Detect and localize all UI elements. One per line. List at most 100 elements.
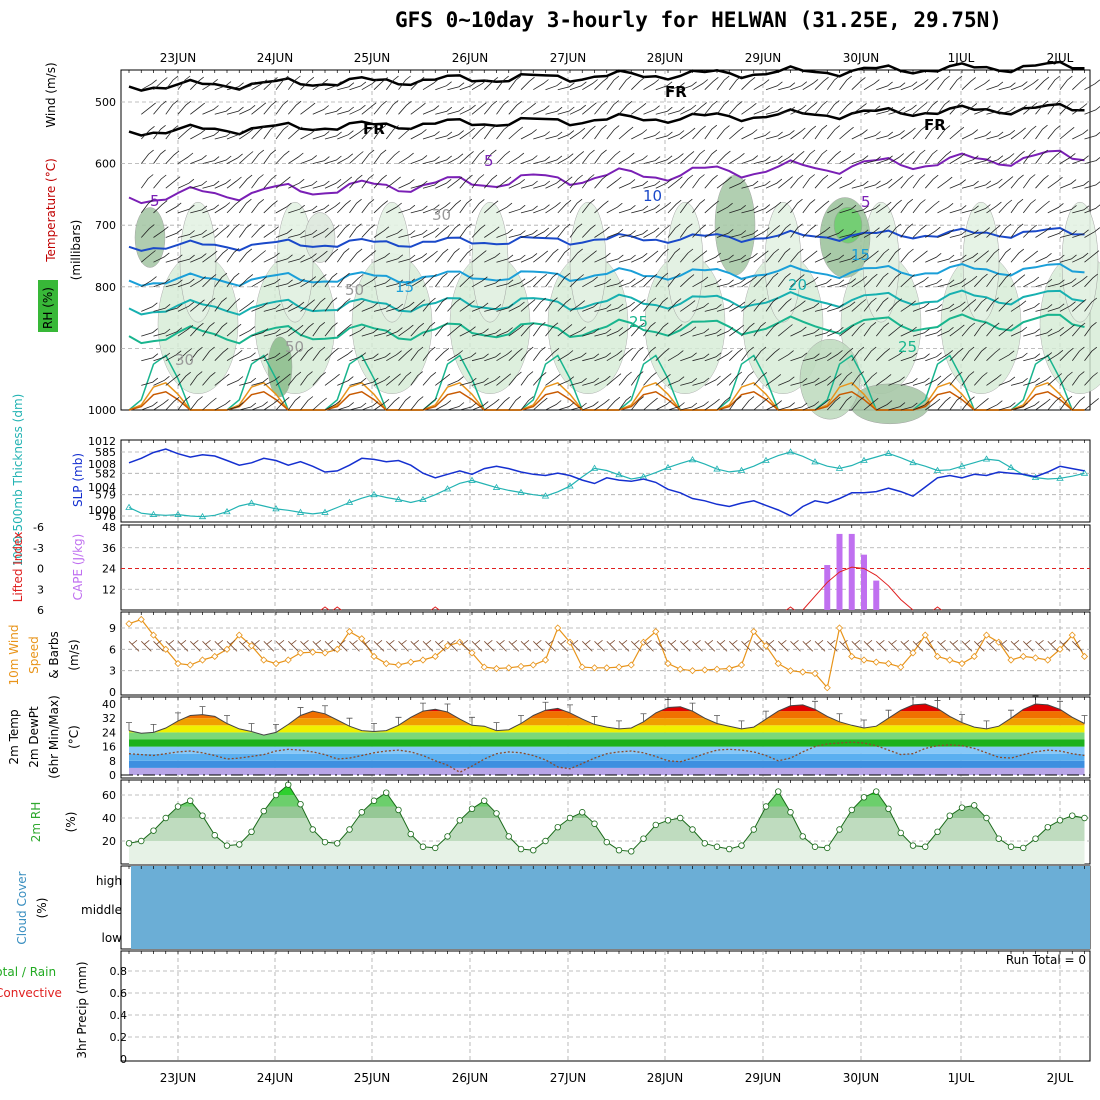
wind-barb [569,81,587,91]
wind-barb [790,127,806,140]
wind10m-barb [312,640,324,652]
wind-barb [1047,229,1065,238]
wind-barb [226,349,243,362]
wind-barb [520,299,536,312]
wind-barb [275,150,290,164]
wind-barb [496,202,513,214]
wind-barb [508,178,525,189]
wind10m-marker [750,627,758,636]
precip-tick-3: 0.2 [110,1031,128,1044]
temp2m-panel-frame [120,696,1091,779]
rh-legend-swatch [38,280,58,332]
wind-barb [190,253,207,263]
wind-barb [863,273,878,288]
wind-barb [189,346,203,361]
rh2m-marker [1044,824,1051,831]
wind10m-barb [643,640,654,652]
wind-barb [961,155,979,164]
thickness-marker [982,455,991,462]
wind-barb [557,153,574,164]
wind-barb [459,198,473,214]
wind-barb [214,179,231,189]
wind-barb [667,402,685,411]
wind-barb [545,297,558,312]
wind10m-barb [226,640,238,652]
wind-barb [239,127,255,140]
wind10m-marker [970,652,978,661]
wind-barb [1035,200,1050,214]
wind10m-marker [198,656,207,664]
wind-barb [851,129,868,140]
wind-barb [1071,322,1086,337]
wind10m-marker [933,652,942,661]
wind-barb [532,297,546,312]
rh2m-marker [836,826,843,833]
rh2m-marker [628,848,635,855]
wind-barb [312,250,328,263]
rh2m-marker [456,817,463,824]
rh2m-marker [579,809,586,816]
wind10m-barb [618,640,630,652]
wind-barb [1047,373,1063,386]
wind10m-barb [876,640,887,652]
wind-barb [765,106,783,115]
temp-minmax-bar [444,703,451,712]
wind-barb [557,82,575,91]
wind-barb [1023,78,1039,91]
wind10m-barb [753,640,765,652]
wind-barb [447,199,462,214]
rh2m-marker [689,826,696,833]
wind10m-barb [165,640,177,652]
wind-barb [373,375,391,386]
wind-barb [569,377,587,386]
wind-barb [937,254,955,263]
wind-barb [716,350,733,362]
wind-barb [435,400,452,411]
wind-barb [1047,176,1063,189]
wind-barb [422,397,438,411]
wind-barb [912,125,927,140]
temp-minmax-bar [150,724,157,733]
wind-barb [778,376,795,386]
wind10m-marker [701,666,709,674]
wind-barb [998,298,1013,312]
slp-line [128,448,1085,517]
wind-barb [888,298,902,312]
wind-barb [337,199,351,214]
wind10m-marker [296,649,305,657]
wind-barb [520,180,538,189]
wind10m-marker [639,638,648,646]
wind10m-marker [541,656,550,664]
thickness-marker [786,448,795,455]
wind-barb [410,396,424,411]
contour-label-3: 5 [484,152,494,170]
wind-barb [202,297,216,312]
wind-barb [827,373,842,386]
wind-barb [312,397,327,411]
wind-barb [729,278,746,288]
wind-barb [177,254,195,263]
wind10m-barb [925,640,936,652]
wind-barb [141,377,159,386]
wind-barb [141,401,158,411]
cloud-panel [120,865,1091,950]
wind10m-barb [545,640,556,652]
wind-barb [778,176,793,189]
lifted-cape-panel [120,524,1091,611]
wind-barb [631,252,648,263]
wind-barb [728,371,743,386]
wind-barb [239,300,255,312]
slp-tick-0: 1012 [88,435,116,448]
rh2m-marker [775,788,782,795]
wind-barb [839,204,857,214]
wind-barb [1022,125,1037,140]
wind-barb [704,124,718,140]
thickness-marker [1080,469,1089,476]
wind10m-barb [778,640,789,652]
wind-barb [618,230,636,238]
wind-barb [716,303,734,312]
wind-barb [655,178,672,189]
wind-barb [532,372,547,386]
temp-minmax-bar [248,723,255,732]
